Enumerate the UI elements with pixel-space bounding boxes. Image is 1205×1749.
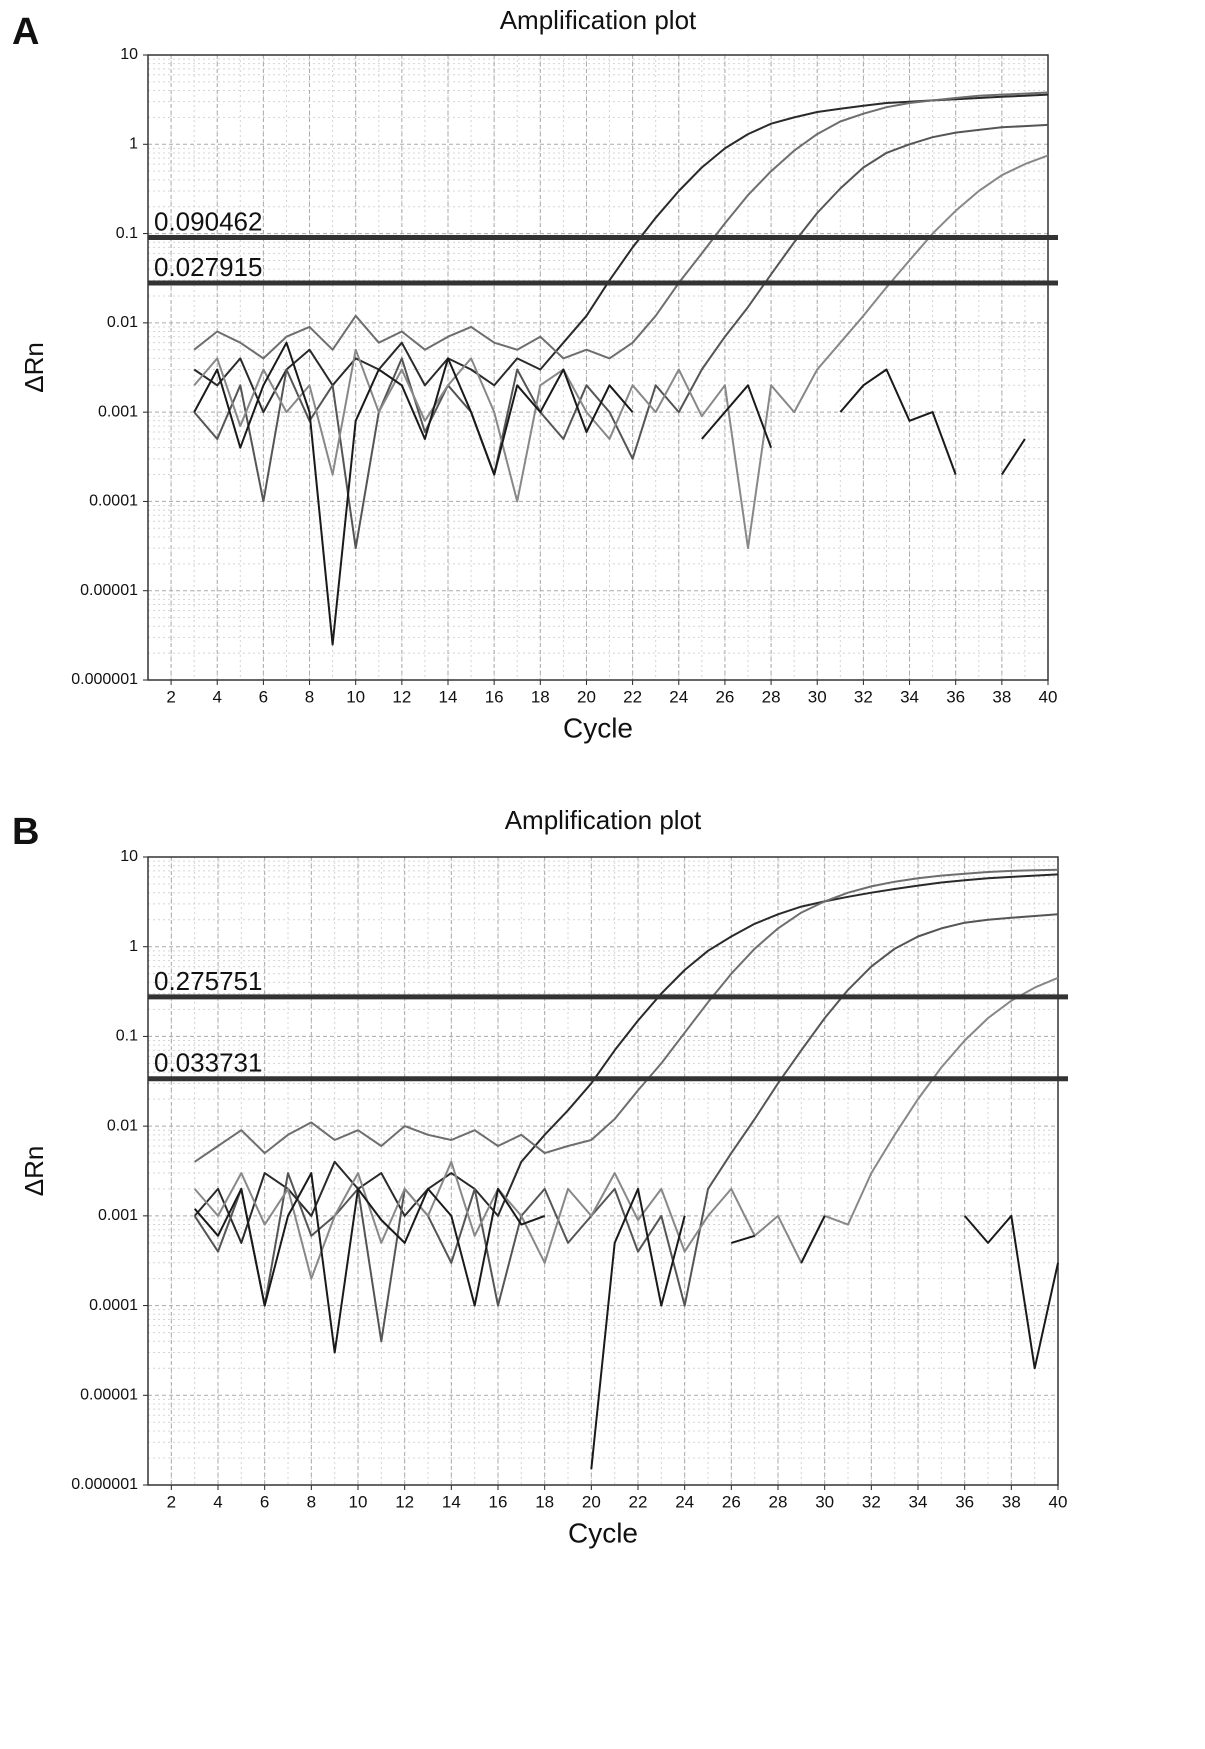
x-tick-label: 32 <box>854 687 873 706</box>
plot-frame <box>147 856 1059 1486</box>
x-tick-label: 12 <box>392 687 411 706</box>
amplification-curve <box>193 913 1059 1343</box>
x-tick-label: 36 <box>946 687 965 706</box>
x-tick-label: 36 <box>955 1492 974 1511</box>
x-tick-label: 26 <box>715 687 734 706</box>
x-tick-label: 6 <box>260 1492 269 1511</box>
y-tick-label: 0.0001 <box>89 493 138 510</box>
amplification-curve <box>193 93 1049 414</box>
y-tick-label: 1 <box>129 938 138 955</box>
threshold-label: 0.275751 <box>154 966 262 996</box>
x-tick-label: 28 <box>762 687 781 706</box>
threshold-label: 0.027915 <box>154 252 262 282</box>
y-tick-label: 0.0001 <box>89 1297 138 1314</box>
chart-title: Amplification plot <box>500 5 697 35</box>
y-tick-label: 1 <box>129 136 138 153</box>
y-tick-label: 0.00001 <box>80 582 138 599</box>
x-tick-label: 16 <box>485 687 504 706</box>
x-tick-label: 26 <box>722 1492 741 1511</box>
amplification-curve <box>193 123 1049 550</box>
y-tick-label: 0.001 <box>98 1207 138 1224</box>
threshold-label: 0.033731 <box>154 1048 262 1078</box>
x-tick-label: 18 <box>531 687 550 706</box>
panel-label: B <box>12 811 39 853</box>
x-tick-label: 38 <box>992 687 1011 706</box>
y-tick-label: 0.01 <box>107 314 138 331</box>
x-tick-label: 24 <box>675 1492 694 1511</box>
amplification-curve <box>193 154 1049 550</box>
threshold-label: 0.090462 <box>154 206 262 236</box>
x-tick-label: 38 <box>1002 1492 1021 1511</box>
x-axis-label: Cycle <box>568 1517 638 1548</box>
amplification-curve <box>193 1172 1059 1470</box>
amplification-curve <box>193 976 1059 1280</box>
x-tick-label: 8 <box>307 1492 316 1511</box>
chart-title: Amplification plot <box>505 805 702 835</box>
x-tick-label: 2 <box>167 1492 176 1511</box>
x-tick-label: 40 <box>1039 687 1058 706</box>
amplification-curve <box>193 341 1026 646</box>
y-tick-label: 0.000001 <box>71 1476 138 1493</box>
x-tick-label: 16 <box>489 1492 508 1511</box>
y-tick-label: 0.001 <box>98 403 138 420</box>
amplification-curve <box>193 873 1059 1244</box>
amplification-curve <box>193 91 1049 360</box>
y-tick-label: 0.01 <box>107 1117 138 1134</box>
y-tick-label: 0.000001 <box>71 671 138 688</box>
y-axis-label: ΔRn <box>19 1146 49 1197</box>
panel-label: A <box>12 11 39 53</box>
x-tick-label: 6 <box>259 687 268 706</box>
y-axis-label: ΔRn <box>19 342 49 393</box>
x-tick-label: 32 <box>862 1492 881 1511</box>
x-tick-label: 10 <box>349 1492 368 1511</box>
plot-area <box>148 55 1048 680</box>
plot-frame <box>147 54 1049 681</box>
x-tick-label: 22 <box>629 1492 648 1511</box>
x-tick-label: 22 <box>623 687 642 706</box>
x-tick-label: 30 <box>815 1492 834 1511</box>
x-tick-label: 14 <box>439 687 458 706</box>
x-tick-label: 4 <box>213 1492 222 1511</box>
x-tick-label: 34 <box>900 687 919 706</box>
y-tick-label: 10 <box>120 848 138 865</box>
x-tick-label: 30 <box>808 687 827 706</box>
amplification-curve <box>194 868 1059 1163</box>
x-tick-label: 28 <box>769 1492 788 1511</box>
plot-area <box>148 857 1058 1485</box>
x-tick-label: 18 <box>535 1492 554 1511</box>
x-tick-label: 2 <box>166 687 175 706</box>
x-tick-label: 12 <box>395 1492 414 1511</box>
x-tick-label: 8 <box>305 687 314 706</box>
y-tick-label: 0.1 <box>116 225 138 242</box>
x-tick-label: 14 <box>442 1492 461 1511</box>
x-tick-label: 4 <box>212 687 221 706</box>
x-tick-label: 20 <box>577 687 596 706</box>
x-tick-label: 24 <box>669 687 688 706</box>
x-tick-label: 10 <box>346 687 365 706</box>
y-tick-label: 10 <box>120 46 138 63</box>
x-axis-label: Cycle <box>563 712 633 743</box>
y-tick-label: 0.1 <box>116 1028 138 1045</box>
x-tick-label: 34 <box>909 1492 928 1511</box>
x-tick-label: 40 <box>1049 1492 1068 1511</box>
y-tick-label: 0.00001 <box>80 1387 138 1404</box>
x-tick-label: 20 <box>582 1492 601 1511</box>
